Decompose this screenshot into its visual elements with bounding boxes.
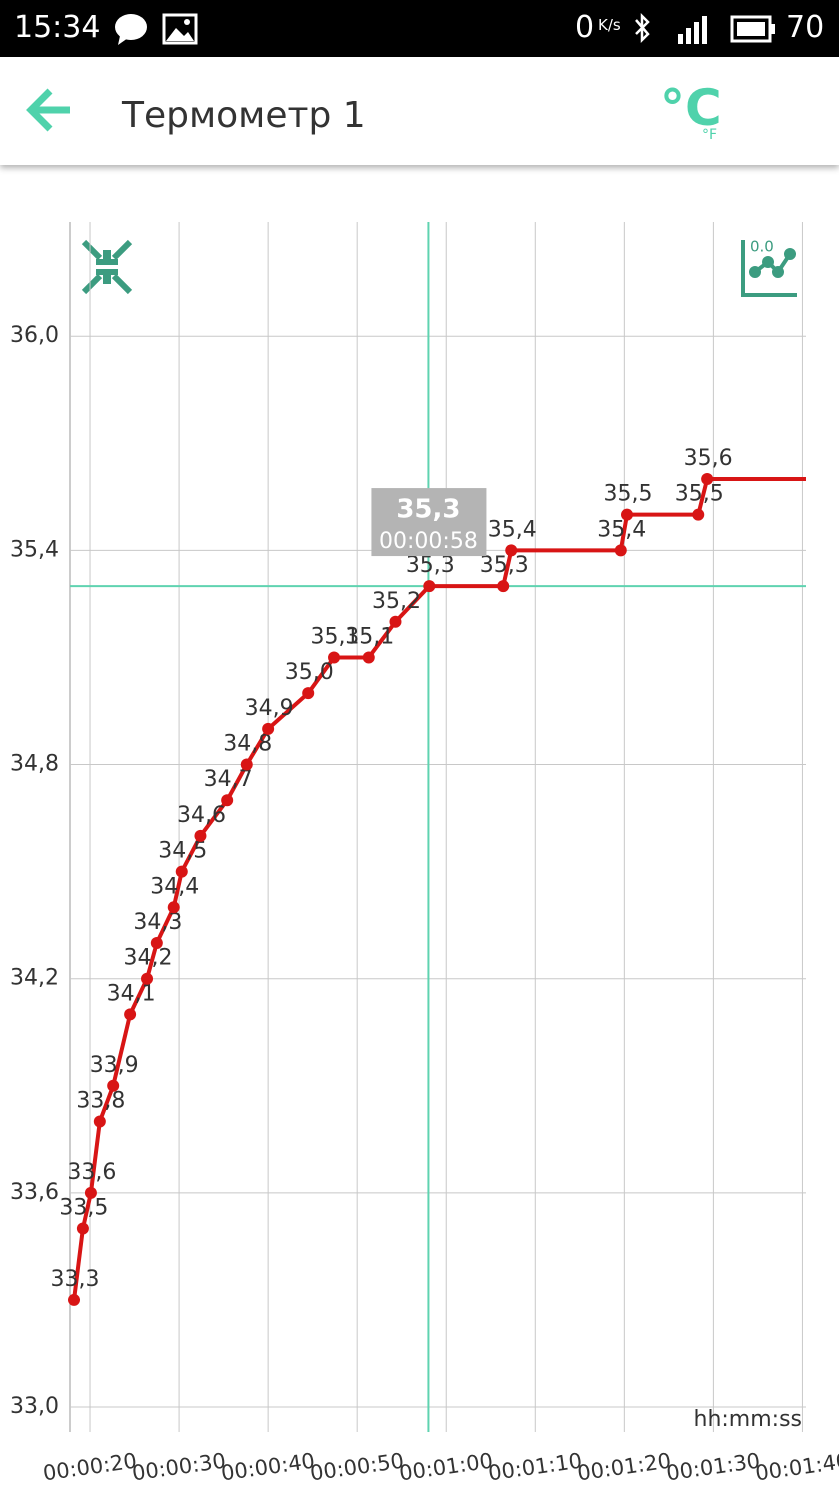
data-point: [150, 937, 163, 950]
data-point: [194, 829, 207, 842]
data-point: [107, 1079, 120, 1092]
y-tick-label: 34,2: [10, 966, 59, 991]
net-unit: K/s: [598, 16, 621, 34]
data-point: [175, 865, 188, 878]
data-label: 35,3: [406, 553, 455, 578]
y-tick-label: 34,8: [10, 752, 59, 777]
data-label: 35,6: [684, 446, 733, 471]
x-tick-label: 00:00:40: [220, 1449, 317, 1486]
data-point: [497, 580, 510, 593]
data-point: [93, 1115, 106, 1128]
data-point: [362, 651, 375, 664]
data-label: 34,4: [150, 874, 199, 899]
data-label: 34,7: [204, 767, 253, 792]
data-point: [621, 508, 634, 521]
status-bar: 15:34 0 K/s 70: [0, 0, 839, 57]
data-label: 35,1: [311, 624, 360, 649]
data-point: [505, 544, 518, 557]
unit-alt[interactable]: °F: [702, 127, 718, 143]
values-toggle-icon[interactable]: 0.0: [741, 238, 797, 297]
data-label: 35,1: [345, 624, 394, 649]
battery-level: 70: [786, 10, 825, 45]
data-label: 33,6: [67, 1160, 116, 1185]
data-point: [68, 1293, 81, 1306]
data-point: [328, 651, 341, 664]
data-point: [302, 687, 315, 700]
unit-toggle[interactable]: °C: [660, 79, 722, 137]
data-label: 34,8: [223, 732, 272, 757]
data-label: 35,5: [675, 482, 724, 507]
x-tick-label: 00:01:30: [665, 1449, 762, 1486]
data-label: 33,3: [51, 1267, 100, 1292]
system-icons: [635, 12, 707, 44]
data-label: 35,4: [488, 517, 537, 542]
x-axis-label: hh:mm:ss: [694, 1407, 803, 1432]
data-point: [701, 472, 714, 485]
svg-text:0.0: 0.0: [750, 238, 774, 256]
app-bar: Термометр 1 °C °F: [0, 57, 839, 165]
net-speed: 0: [575, 10, 595, 45]
tooltip-value: 35,3: [396, 495, 460, 525]
data-point: [84, 1186, 97, 1199]
data-point: [692, 508, 705, 521]
data-point: [141, 972, 154, 985]
data-point: [240, 758, 253, 771]
x-tick-label: 00:01:40: [754, 1449, 839, 1486]
battery-icon: [730, 15, 775, 43]
y-tick-label: 33,6: [10, 1180, 59, 1205]
x-tick-label: 00:00:30: [131, 1449, 228, 1486]
data-label: 35,4: [597, 517, 646, 542]
data-point: [389, 615, 402, 628]
data-label: 35,5: [604, 482, 653, 507]
tooltip-time: 00:00:58: [379, 529, 478, 554]
data-label: 33,8: [76, 1088, 125, 1113]
notif-icons: [115, 13, 198, 45]
data-label: 34,3: [133, 910, 182, 935]
data-label: 35,2: [372, 589, 421, 614]
data-label: 34,6: [177, 803, 226, 828]
data-label: 34,1: [107, 981, 156, 1006]
tooltip: [371, 488, 487, 557]
screen-title: Термометр 1: [122, 95, 366, 136]
data-label: 34,5: [158, 839, 207, 864]
data-point: [262, 722, 275, 735]
data-point: [124, 1008, 137, 1021]
y-tick-label: 36,0: [10, 323, 59, 348]
data-label: 35,0: [285, 660, 334, 685]
data-point: [167, 901, 180, 914]
x-tick-label: 00:00:50: [309, 1449, 406, 1486]
data-point: [221, 794, 234, 807]
x-tick-label: 00:01:20: [576, 1449, 673, 1486]
back-button[interactable]: [24, 85, 74, 135]
y-tick-label: 35,4: [10, 537, 59, 562]
data-label: 33,5: [59, 1196, 108, 1221]
data-label: 33,9: [90, 1053, 139, 1078]
x-tick-label: 00:01:00: [398, 1449, 495, 1486]
data-point: [76, 1222, 89, 1235]
data-point: [614, 544, 627, 557]
data-point: [423, 580, 436, 593]
x-tick-label: 00:00:20: [42, 1449, 139, 1486]
data-label: 35,3: [480, 553, 529, 578]
clock: 15:34: [14, 10, 101, 45]
data-label: 34,9: [245, 696, 294, 721]
collapse-icon[interactable]: [81, 239, 133, 295]
chart: 0.0 33,033,634,234,835,436,000:00:2000:0…: [10, 222, 839, 1486]
y-tick-label: 33,0: [10, 1394, 59, 1419]
x-tick-label: 00:01:10: [487, 1449, 584, 1486]
data-label: 34,2: [124, 946, 173, 971]
